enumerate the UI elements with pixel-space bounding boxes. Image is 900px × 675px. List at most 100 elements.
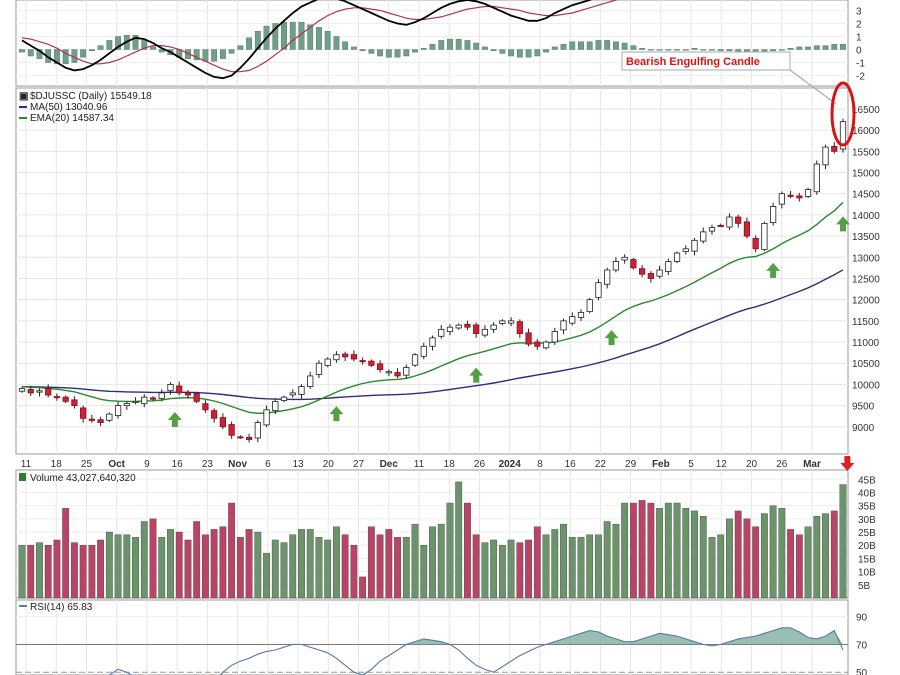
price-tick-label: 14000 <box>852 211 880 222</box>
macd-histogram-bar <box>813 45 820 50</box>
x-tick-label: Feb <box>652 459 670 470</box>
ma50-label: MA(50) 13040.96 <box>30 102 108 113</box>
volume-bar <box>612 523 620 599</box>
volume-bar <box>664 502 672 599</box>
macd-histogram-bar <box>647 49 654 51</box>
x-tick-label: 11 <box>414 459 425 470</box>
volume-bar <box>324 539 332 599</box>
candle-body <box>507 320 515 324</box>
volume-bar <box>149 518 157 599</box>
x-tick-label: Mar <box>803 459 821 470</box>
macd-histogram-bar <box>551 46 558 50</box>
candle-body <box>542 341 550 349</box>
macd-histogram-bar <box>525 49 532 58</box>
volume-bar <box>228 502 236 599</box>
macd-histogram-bar <box>639 48 646 50</box>
ema20-label: EMA(20) 14587.34 <box>30 113 114 124</box>
volume-bar <box>254 531 262 599</box>
x-tick-label: 20 <box>746 459 758 470</box>
macd-histogram-bar <box>420 48 427 50</box>
volume-bar <box>27 545 35 599</box>
macd-histogram-bar <box>80 49 87 58</box>
candle-body <box>438 328 445 337</box>
macd-histogram-bar <box>202 49 209 62</box>
price-tick-label: 10000 <box>852 380 880 391</box>
x-tick-label: 18 <box>51 459 63 470</box>
macd-histogram-bar <box>324 31 331 50</box>
macd-histogram-bar <box>438 40 445 50</box>
candle-body <box>342 353 349 358</box>
x-tick-label: 27 <box>353 459 365 470</box>
macd-histogram-bar <box>359 49 366 52</box>
rsi-label: RSI(14) 65.83 <box>30 602 93 613</box>
macd-histogram-bar <box>534 49 541 57</box>
macd-histogram-bar <box>717 49 724 52</box>
macd-histogram-bar <box>595 40 602 50</box>
x-tick-label: 22 <box>595 459 607 470</box>
macd-histogram-bar <box>377 49 384 57</box>
green-up-arrow <box>604 330 619 346</box>
rsi-tick-label: 50 <box>856 668 868 675</box>
candle-body <box>726 216 733 228</box>
volume-bar <box>193 521 201 599</box>
volume-bar <box>333 526 340 599</box>
volume-bar <box>158 537 166 599</box>
x-tick-label: 23 <box>202 459 214 470</box>
volume-bar <box>62 508 70 599</box>
volume-bar <box>708 537 716 599</box>
volume-bar <box>114 534 122 599</box>
volume-bar <box>105 531 113 599</box>
candle-body <box>691 239 698 252</box>
macd-histogram-bar <box>19 49 25 53</box>
candle-body <box>359 360 366 363</box>
candle-body <box>376 363 384 370</box>
volume-bar <box>263 552 270 599</box>
volume-bar <box>717 534 725 599</box>
macd-histogram-bar <box>630 45 637 50</box>
volume-bar <box>525 539 532 599</box>
volume-bar <box>420 545 428 599</box>
volume-bar <box>734 510 742 599</box>
macd-histogram-bar <box>490 49 497 52</box>
volume-bar <box>490 539 498 599</box>
macd-histogram-bar <box>272 23 279 50</box>
ma50-line <box>21 269 844 401</box>
macd-histogram-bar <box>289 21 296 50</box>
x-tick-label: 13 <box>293 459 305 470</box>
candle-body <box>211 410 218 419</box>
green-up-arrow <box>167 412 182 428</box>
candle-body <box>743 221 751 237</box>
candle-body <box>813 163 820 193</box>
candle-body <box>289 392 296 396</box>
macd-histogram-bar <box>62 49 69 65</box>
x-tick-label: 5 <box>688 459 694 470</box>
rsi-line <box>108 627 844 675</box>
green-up-arrow <box>469 367 484 383</box>
macd-histogram-bar <box>578 41 584 50</box>
volume-bar <box>830 510 838 599</box>
macd-histogram-bar <box>569 41 576 50</box>
macd-tick-label: -2 <box>856 72 865 83</box>
macd-histogram-bar <box>333 36 340 50</box>
candle-body <box>45 388 52 396</box>
candle-body <box>149 397 157 400</box>
x-tick-label: 16 <box>565 459 577 470</box>
candle-body <box>88 418 95 421</box>
volume-bar <box>446 502 454 599</box>
volume-label: Volume 43,027,640,320 <box>30 473 136 484</box>
x-tick-label: 18 <box>444 459 456 470</box>
price-legend: ▣ $DJUSSC (Daily) 15549.18 MA(50) 13040.… <box>19 91 152 124</box>
volume-bar <box>621 502 629 599</box>
candle-body <box>639 268 646 275</box>
candle-body <box>490 324 497 330</box>
rsi-panel <box>15 599 849 675</box>
candle-body <box>219 417 226 428</box>
candle-body <box>481 328 489 336</box>
volume-bar <box>472 534 480 599</box>
candle-body <box>202 403 209 411</box>
candle-body <box>62 396 69 402</box>
macd-histogram-bar <box>508 49 515 57</box>
price-tick-label: 12500 <box>852 274 880 285</box>
x-tick-label: 6 <box>265 459 271 470</box>
macd-histogram-bar <box>106 40 113 50</box>
